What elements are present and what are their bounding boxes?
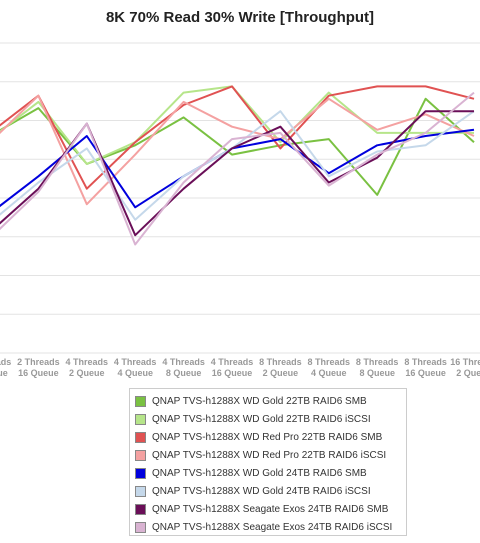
legend-label: QNAP TVS-h1288X WD Gold 22TB RAID6 iSCSI (152, 413, 371, 425)
legend-item[interactable]: QNAP TVS-h1288X WD Gold 24TB RAID6 iSCSI (135, 482, 371, 500)
legend-item[interactable]: QNAP TVS-h1288X Seagate Exos 24TB RAID6 … (135, 518, 392, 536)
legend-label: QNAP TVS-h1288X Seagate Exos 24TB RAID6 … (152, 503, 389, 515)
x-tick-label: 4 Threads 16 Queue (211, 357, 254, 378)
legend-item[interactable]: QNAP TVS-h1288X WD Red Pro 22TB RAID6 SM… (135, 428, 382, 446)
series-line-4 (0, 94, 475, 206)
series-line-8 (0, 91, 475, 246)
legend-label: QNAP TVS-h1288X WD Gold 24TB RAID6 iSCSI (152, 485, 371, 497)
legend-swatch (135, 503, 146, 515)
legend-label: QNAP TVS-h1288X WD Red Pro 22TB RAID6 iS… (152, 449, 387, 461)
chart-title: 8K 70% Read 30% Write [Throughput] (105, 9, 375, 26)
series-lines (0, 85, 475, 246)
gridlines (0, 42, 480, 354)
legend-item[interactable]: QNAP TVS-h1288X WD Gold 24TB RAID6 SMB (135, 464, 367, 482)
legend-item[interactable]: QNAP TVS-h1288X WD Gold 22TB RAID6 SMB (135, 392, 367, 410)
legend-swatch (135, 521, 146, 533)
legend-swatch (135, 467, 146, 479)
legend-label: QNAP TVS-h1288X Seagate Exos 24TB RAID6 … (152, 521, 393, 533)
x-tick-label: 8 Threads 8 Queue (356, 357, 399, 378)
series-line-2 (0, 85, 474, 165)
x-tick-label: 4 Threads 4 Queue (114, 357, 157, 378)
legend-item[interactable]: QNAP TVS-h1288X Seagate Exos 24TB RAID6 … (135, 500, 388, 518)
x-tick-label: 8 Threads 16 Queue (404, 357, 447, 378)
legend-label: QNAP TVS-h1288X WD Gold 22TB RAID6 SMB (152, 395, 367, 407)
legend-item[interactable]: QNAP TVS-h1288X WD Gold 22TB RAID6 iSCSI (135, 410, 371, 428)
x-tick-label: 8 Threads 4 Queue (308, 357, 351, 378)
x-tick-label: 2 Threads 16 Queue (17, 357, 60, 378)
x-tick-label: 8 Threads 2 Queue (259, 357, 302, 378)
x-tick-label: 4 Threads 2 Queue (66, 357, 109, 378)
legend-label: QNAP TVS-h1288X WD Gold 24TB RAID6 SMB (152, 467, 367, 479)
legend-swatch (135, 431, 146, 443)
legend-swatch (135, 485, 146, 497)
chart-legend: QNAP TVS-h1288X WD Gold 22TB RAID6 SMB QN… (129, 388, 407, 536)
legend-item[interactable]: QNAP TVS-h1288X WD Red Pro 22TB RAID6 iS… (135, 446, 386, 464)
legend-swatch (135, 395, 146, 407)
series-line-7 (0, 110, 474, 237)
legend-swatch (135, 413, 146, 425)
legend-label: QNAP TVS-h1288X WD Red Pro 22TB RAID6 SM… (152, 431, 383, 443)
legend-swatch (135, 449, 146, 461)
x-tick-label: 4 Threads 8 Queue (162, 357, 205, 378)
series-line-3 (0, 85, 475, 190)
